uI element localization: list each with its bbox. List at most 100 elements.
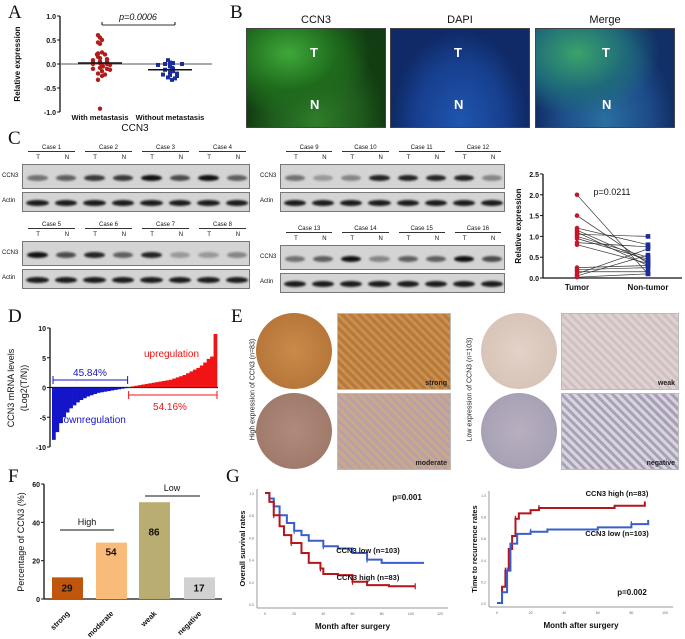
c-pair-line (576, 273, 649, 278)
a-data-point (166, 75, 170, 80)
lane-label-t: T (406, 155, 411, 161)
actin-band (368, 200, 391, 206)
a-p-value: p=0.0006 (118, 12, 157, 22)
d-bar (151, 382, 156, 388)
d-bar (107, 387, 111, 392)
f-bar (139, 502, 170, 599)
d-bar (158, 381, 163, 388)
d-bar (86, 387, 91, 397)
c-pair-line (576, 248, 649, 275)
actin-band (197, 200, 220, 206)
actin-band (396, 200, 419, 206)
actin-band (396, 281, 419, 287)
row-label-actin: Actin (2, 275, 16, 281)
a-data-point (107, 62, 113, 68)
c-tumor-point (574, 236, 580, 241)
lane-label-t: T (207, 232, 211, 238)
g-left-x-label: Month after surgery (315, 622, 391, 631)
d-bar (203, 362, 207, 388)
ccn3-band (397, 175, 418, 181)
d-y-tick-label: -10 (36, 445, 46, 452)
f-category-label: moderate (85, 609, 115, 639)
c-y-tick-label: 1.0 (529, 234, 539, 241)
lane-label-n: N (434, 236, 440, 242)
c-tumor-point (574, 213, 580, 218)
actin-band (480, 200, 503, 206)
d-bar (155, 382, 159, 388)
fluorescence-image-ccn3: T N (246, 28, 386, 128)
a-data-point (161, 72, 165, 77)
actin-band (54, 277, 77, 283)
actin-band (424, 200, 447, 206)
a-data-point (168, 73, 172, 78)
f-y-tick-label: 40 (32, 520, 40, 527)
case-label: Case 12 (454, 145, 501, 152)
actin-band (312, 281, 335, 287)
g-right-p-value: p=0.002 (617, 588, 647, 597)
actin-band (452, 281, 475, 287)
tma-core-negative (481, 393, 557, 469)
lane-label-t: T (150, 155, 154, 161)
lane-label-n: N (490, 236, 496, 242)
g-left-p-value: p=0.001 (392, 493, 422, 502)
case-label: Case 6 (85, 222, 132, 229)
tumor-marker: T (310, 45, 318, 60)
lane-label-n: N (322, 155, 327, 161)
a-y-tick-label: 0.0 (46, 62, 56, 69)
d-bar (196, 367, 201, 388)
a-data-point (107, 67, 113, 72)
actin-blot (280, 192, 505, 212)
g-left-x-tick-label: 0 (264, 612, 266, 616)
actin-band (225, 277, 248, 283)
a-y-tick-label: -1.0 (44, 110, 56, 117)
d-bar (93, 387, 97, 395)
normal-marker: N (310, 97, 320, 112)
f-data-label: 86 (148, 527, 160, 538)
case-label: Case 11 (398, 145, 445, 152)
case-label: Case 3 (142, 145, 189, 152)
actin-band (480, 281, 503, 287)
lane-label-t: T (350, 236, 354, 242)
a-data-point (173, 76, 177, 81)
actin-band (168, 200, 191, 206)
f-data-label: 29 (61, 583, 73, 594)
intensity-label-strong: strong (425, 380, 447, 387)
ccn3-band (285, 175, 306, 181)
ccn3-band (141, 252, 162, 258)
ihc-zoom-weak: weak (561, 313, 679, 390)
d-bar (55, 387, 60, 433)
lane-label-n: N (121, 232, 127, 238)
c-nontumor-point (645, 256, 651, 262)
g-right-y-label: Time to recurrence rates (470, 505, 479, 592)
lane-label-t: T (150, 232, 154, 238)
g-left-curve (265, 492, 416, 588)
lane-label-t: T (93, 232, 97, 238)
panel-label-a: A (8, 2, 22, 23)
d-bar (186, 373, 190, 388)
lane-label-n: N (434, 155, 440, 161)
panel-label-f: F (8, 466, 19, 487)
actin-band (312, 200, 335, 206)
actin-band (168, 277, 191, 283)
c-pair-line (576, 238, 649, 260)
lane-label-n: N (322, 236, 327, 242)
intensity-label-weak: weak (657, 380, 675, 387)
case-label: Case 4 (199, 145, 246, 152)
row-label-actin: Actin (2, 198, 16, 204)
d-bar (117, 387, 122, 390)
c-tumor-point (574, 242, 580, 248)
ccn3-band (313, 175, 334, 181)
c-category-label: Tumor (565, 283, 589, 292)
lane-label-n: N (178, 232, 184, 238)
lane-label-t: T (36, 155, 40, 161)
tumor-marker: T (454, 45, 462, 60)
c-pair-line (576, 233, 649, 237)
g-left-y-tick-label: 0.2 (249, 581, 254, 585)
panel-label-d: D (8, 306, 22, 327)
g-right-y-tick-label: 0.8 (481, 516, 486, 520)
actin-band (340, 200, 363, 206)
d-bar (76, 387, 80, 403)
d-bar (110, 387, 115, 391)
fluor-title-dapi: DAPI (447, 14, 473, 26)
a-data-point (90, 66, 96, 72)
